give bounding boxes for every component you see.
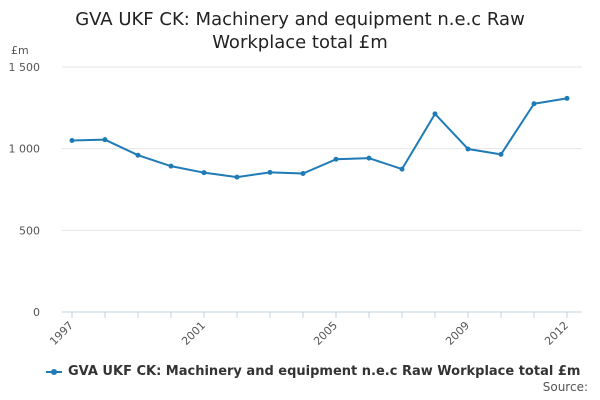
x-tick-label: 2001 — [179, 319, 208, 348]
chart-title-line-1: GVA UKF CK: Machinery and equipment n.e.… — [75, 9, 525, 30]
data-point[interactable] — [102, 137, 108, 143]
y-axis-unit-label: £m — [11, 44, 29, 57]
x-tick-label: 2005 — [311, 319, 340, 348]
data-point[interactable] — [135, 152, 141, 158]
data-point[interactable] — [465, 146, 471, 152]
data-point[interactable] — [564, 95, 570, 101]
x-tick-label: 2009 — [443, 319, 472, 348]
source-label: Source: — [542, 380, 588, 394]
grid-lines — [62, 66, 582, 231]
y-tick-label: 0 — [33, 306, 40, 319]
data-point[interactable] — [399, 166, 405, 172]
series-line — [71, 97, 568, 179]
data-point[interactable] — [201, 170, 207, 176]
data-point[interactable] — [234, 174, 240, 180]
legend-swatch — [46, 367, 62, 377]
data-point[interactable] — [267, 169, 273, 175]
x-tick-label: 1997 — [47, 319, 76, 348]
x-axis — [62, 311, 582, 318]
y-axis-ticks: 0 500 1 000 1 500 — [9, 61, 41, 319]
data-point[interactable] — [69, 138, 75, 143]
data-point[interactable] — [432, 111, 438, 117]
data-point[interactable] — [300, 170, 306, 176]
data-point[interactable] — [168, 163, 174, 169]
series-layer — [69, 95, 570, 180]
data-point[interactable] — [531, 101, 537, 107]
data-point[interactable] — [333, 156, 339, 162]
data-point[interactable] — [366, 155, 372, 161]
y-tick-label: 500 — [19, 224, 40, 237]
chart-title-line-2: Workplace total £m — [212, 32, 388, 53]
x-axis-ticks: 1997 2001 2005 2009 2012 — [47, 319, 571, 348]
x-tick-label: 2012 — [542, 319, 571, 348]
chart-title: GVA UKF CK: Machinery and equipment n.e.… — [0, 8, 600, 54]
data-point[interactable] — [498, 151, 504, 157]
legend-label: GVA UKF CK: Machinery and equipment n.e.… — [68, 364, 581, 379]
y-tick-label: 1 500 — [9, 61, 41, 74]
legend[interactable]: GVA UKF CK: Machinery and equipment n.e.… — [46, 364, 580, 379]
y-tick-label: 1 000 — [9, 143, 41, 156]
